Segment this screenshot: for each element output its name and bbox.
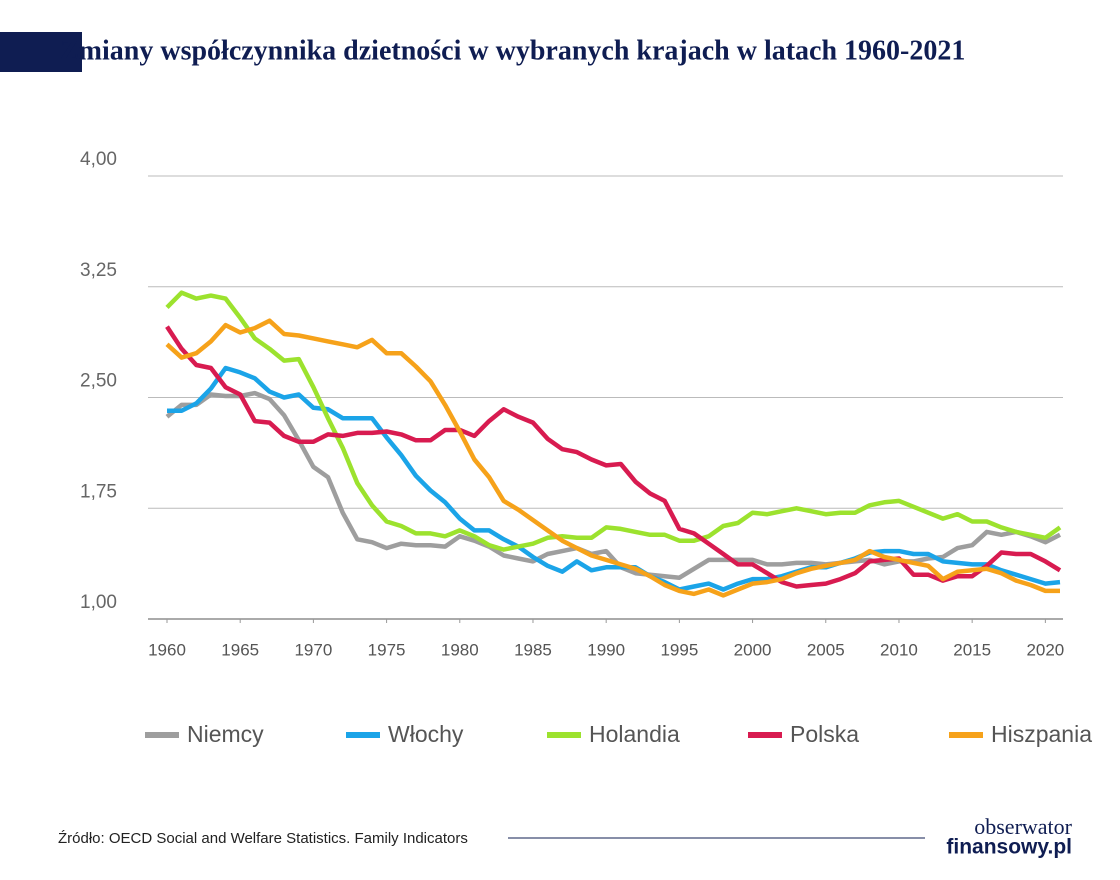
x-tick-label: 2005 (807, 640, 845, 659)
x-tick-label: 1980 (441, 640, 479, 659)
x-tick-label: 1995 (660, 640, 698, 659)
series-line (165, 325, 1062, 589)
chart-title: Zmiany współczynnika dzietności w wybran… (60, 35, 965, 66)
y-tick-label: 1,75 (80, 481, 117, 502)
x-tick-label: 1960 (148, 640, 186, 659)
y-tick-label: 2,50 (80, 371, 117, 392)
x-tick-label: 2010 (880, 640, 918, 659)
x-tick-label: 1965 (221, 640, 259, 659)
legend-label: Holandia (589, 721, 680, 747)
series-line (167, 365, 1061, 592)
series-line (165, 290, 1062, 552)
legend-label: Hiszpania (991, 721, 1092, 747)
source: Źródło: OECD Social and Welfare Statisti… (58, 830, 468, 847)
x-tick-label: 1975 (368, 640, 406, 659)
title-bar (0, 32, 82, 72)
y-tick-label: 3,25 (80, 260, 117, 281)
legend-label: Włochy (388, 721, 464, 747)
legend-label: Polska (790, 721, 859, 747)
logo-top: obserwator (974, 814, 1072, 839)
y-tick-label: 4,00 (80, 149, 117, 170)
series-line (165, 390, 1062, 580)
y-tick-label: 1,00 (80, 592, 117, 613)
legend-label: Niemcy (187, 721, 264, 747)
series-line (165, 318, 1060, 598)
x-tick-label: 1985 (514, 640, 552, 659)
x-tick-label: 1970 (294, 640, 332, 659)
x-tick-label: 2000 (734, 640, 772, 659)
x-tick-label: 2020 (1026, 640, 1064, 659)
logo-bottom: finansowy.pl (946, 836, 1072, 859)
x-tick-label: 2015 (953, 640, 991, 659)
x-tick-label: 1990 (587, 640, 625, 659)
